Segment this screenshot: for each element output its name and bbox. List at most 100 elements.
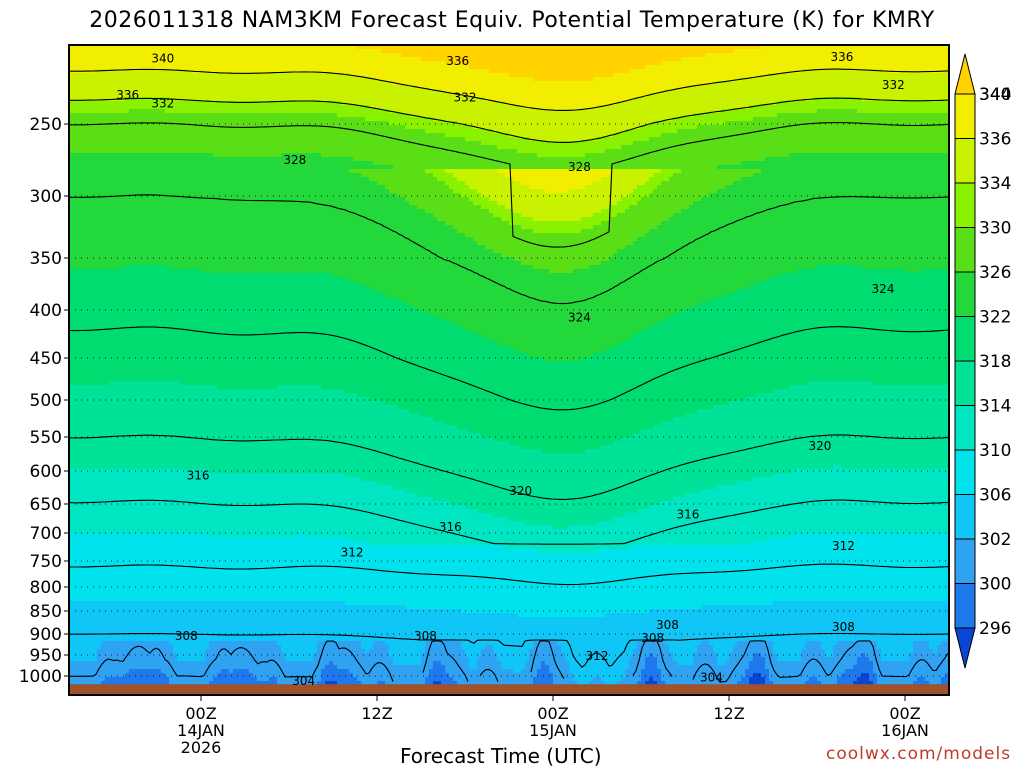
field-cell — [345, 57, 350, 62]
field-cell — [841, 45, 846, 50]
field-cell — [809, 117, 814, 122]
field-cell — [893, 105, 898, 110]
field-cell — [521, 109, 526, 114]
field-cell — [205, 93, 210, 98]
field-cell — [321, 49, 326, 54]
field-cell — [625, 97, 630, 102]
field-cell — [201, 69, 206, 74]
field-cell — [917, 125, 922, 130]
field-cell — [445, 73, 450, 78]
field-cell — [157, 57, 162, 62]
field-cell — [761, 45, 766, 50]
field-cell — [909, 105, 914, 110]
field-cell — [469, 61, 474, 66]
field-cell — [213, 73, 218, 78]
field-cell — [641, 113, 646, 118]
field-cell — [465, 125, 470, 130]
field-cell — [861, 73, 866, 78]
field-cell — [117, 129, 122, 134]
field-cell — [197, 101, 202, 106]
field-cell — [813, 85, 818, 90]
field-cell — [445, 49, 450, 54]
field-cell — [677, 117, 682, 122]
field-cell — [813, 89, 818, 94]
field-cell — [717, 61, 722, 66]
field-cell — [861, 113, 866, 118]
field-cell — [841, 125, 846, 130]
field-cell — [781, 105, 786, 110]
field-cell — [413, 121, 418, 126]
field-cell — [297, 117, 302, 122]
field-cell — [793, 49, 798, 54]
field-cell — [629, 73, 634, 78]
field-cell — [201, 45, 206, 50]
field-cell — [769, 113, 774, 118]
field-cell — [117, 77, 122, 82]
field-cell — [565, 129, 570, 134]
field-cell — [341, 49, 346, 54]
field-cell — [837, 129, 842, 134]
field-cell — [461, 129, 466, 134]
field-cell — [685, 97, 690, 102]
field-cell — [301, 121, 306, 126]
field-cell — [565, 125, 570, 130]
field-cell — [561, 97, 566, 102]
field-cell — [753, 65, 758, 70]
field-cell — [357, 97, 362, 102]
field-cell — [821, 81, 826, 86]
field-cell — [113, 101, 118, 106]
field-cell — [757, 113, 762, 118]
field-cell — [485, 45, 490, 50]
field-cell — [729, 85, 734, 90]
field-cell — [465, 113, 470, 118]
field-cell — [533, 121, 538, 126]
field-cell — [881, 53, 886, 58]
field-cell — [209, 65, 214, 70]
field-cell — [157, 117, 162, 122]
field-cell — [313, 73, 318, 78]
field-cell — [209, 101, 214, 106]
field-cell — [709, 73, 714, 78]
field-cell — [797, 53, 802, 58]
field-cell — [705, 65, 710, 70]
field-cell — [721, 125, 726, 130]
field-cell — [861, 93, 866, 98]
field-cell — [581, 49, 586, 54]
field-cell — [129, 65, 134, 70]
field-cell — [101, 61, 106, 66]
field-cell — [929, 113, 934, 118]
field-cell — [825, 121, 830, 126]
field-cell — [773, 61, 778, 66]
field-cell — [505, 49, 510, 54]
field-cell — [761, 73, 766, 78]
field-cell — [525, 65, 530, 70]
field-cell — [133, 109, 138, 114]
field-cell — [225, 65, 230, 70]
field-cell — [605, 117, 610, 122]
field-cell — [81, 101, 86, 106]
field-cell — [777, 69, 782, 74]
field-cell — [541, 129, 546, 134]
field-cell — [917, 45, 922, 50]
field-cell — [105, 73, 110, 78]
field-cell — [653, 77, 658, 82]
field-cell — [501, 121, 506, 126]
field-cell — [897, 85, 902, 90]
field-cell — [453, 53, 458, 58]
field-cell — [121, 125, 126, 130]
field-cell — [397, 117, 402, 122]
field-cell — [481, 57, 486, 62]
field-cell — [873, 81, 878, 86]
field-cell — [573, 81, 578, 86]
field-cell — [741, 45, 746, 50]
field-cell — [305, 101, 310, 106]
field-cell — [533, 81, 538, 86]
field-cell — [241, 53, 246, 58]
field-cell — [909, 61, 914, 66]
field-cell — [625, 109, 630, 114]
field-cell — [833, 57, 838, 62]
field-cell — [365, 81, 370, 86]
field-cell — [845, 109, 850, 114]
field-cell — [433, 93, 438, 98]
